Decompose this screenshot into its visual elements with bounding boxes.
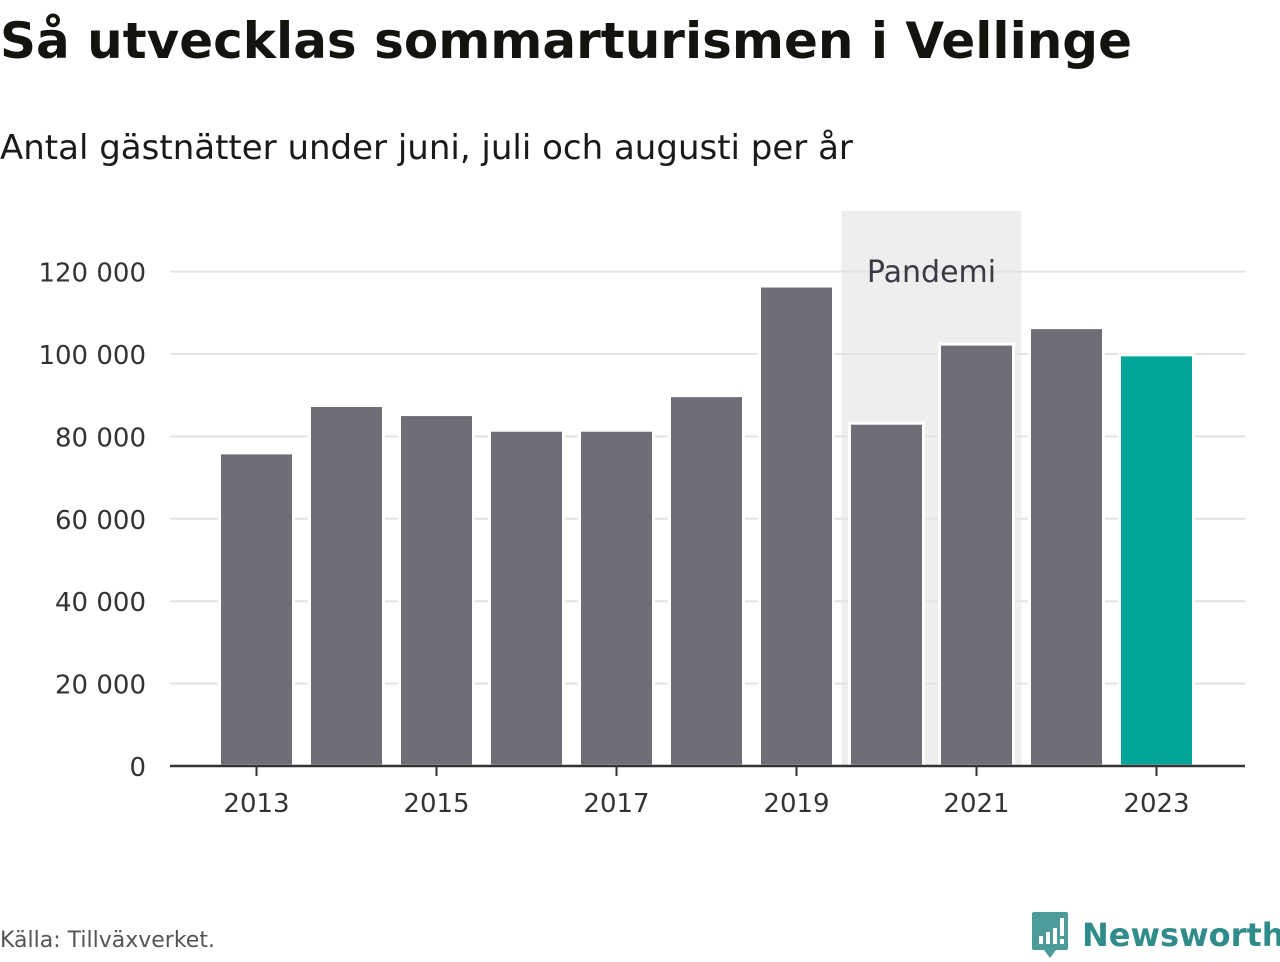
bar-2015 bbox=[398, 413, 475, 768]
bar-2021 bbox=[938, 342, 1015, 768]
chart-subtitle: Antal gästnätter under juni, juli och au… bbox=[0, 128, 853, 168]
bar-2017 bbox=[578, 428, 655, 768]
y-tick-label: 40 000 bbox=[55, 588, 146, 618]
bar-2014 bbox=[308, 404, 385, 768]
source-note: Källa: Tillväxverket. bbox=[0, 928, 215, 953]
brand-logo: Newsworthy bbox=[1030, 908, 1280, 962]
y-tick-label: 100 000 bbox=[38, 341, 146, 371]
x-tick-label: 2013 bbox=[223, 789, 289, 819]
chart-title: Så utvecklas sommarturismen i Vellinge bbox=[0, 12, 1133, 70]
newsworthy-logo-icon bbox=[1032, 912, 1068, 958]
x-tick-label: 2019 bbox=[763, 789, 829, 819]
bar-2019 bbox=[758, 284, 835, 768]
y-tick-label: 80 000 bbox=[55, 423, 146, 453]
bar-2016 bbox=[488, 428, 565, 768]
y-tick-label: 60 000 bbox=[55, 506, 146, 536]
x-tick-label: 2017 bbox=[583, 789, 649, 819]
bar-2018 bbox=[668, 394, 745, 768]
pandemic-label: Pandemi bbox=[867, 255, 996, 290]
brand-name: Newsworthy bbox=[1082, 916, 1280, 954]
y-tick-label: 120 000 bbox=[38, 259, 146, 289]
bar-2020 bbox=[848, 421, 925, 768]
x-tick-label: 2015 bbox=[403, 789, 469, 819]
y-tick-label: 20 000 bbox=[55, 671, 146, 701]
x-tick-label: 2023 bbox=[1123, 789, 1189, 819]
bar-2023 bbox=[1118, 353, 1195, 768]
y-tick-label: 0 bbox=[129, 753, 146, 783]
x-tick-label: 2021 bbox=[943, 789, 1009, 819]
bar-2013 bbox=[218, 451, 295, 768]
bar-2022 bbox=[1028, 326, 1105, 768]
bar-chart: 0 20 000 40 000 60 000 80 000 100 000 120 000 P… bbox=[38, 211, 1245, 819]
